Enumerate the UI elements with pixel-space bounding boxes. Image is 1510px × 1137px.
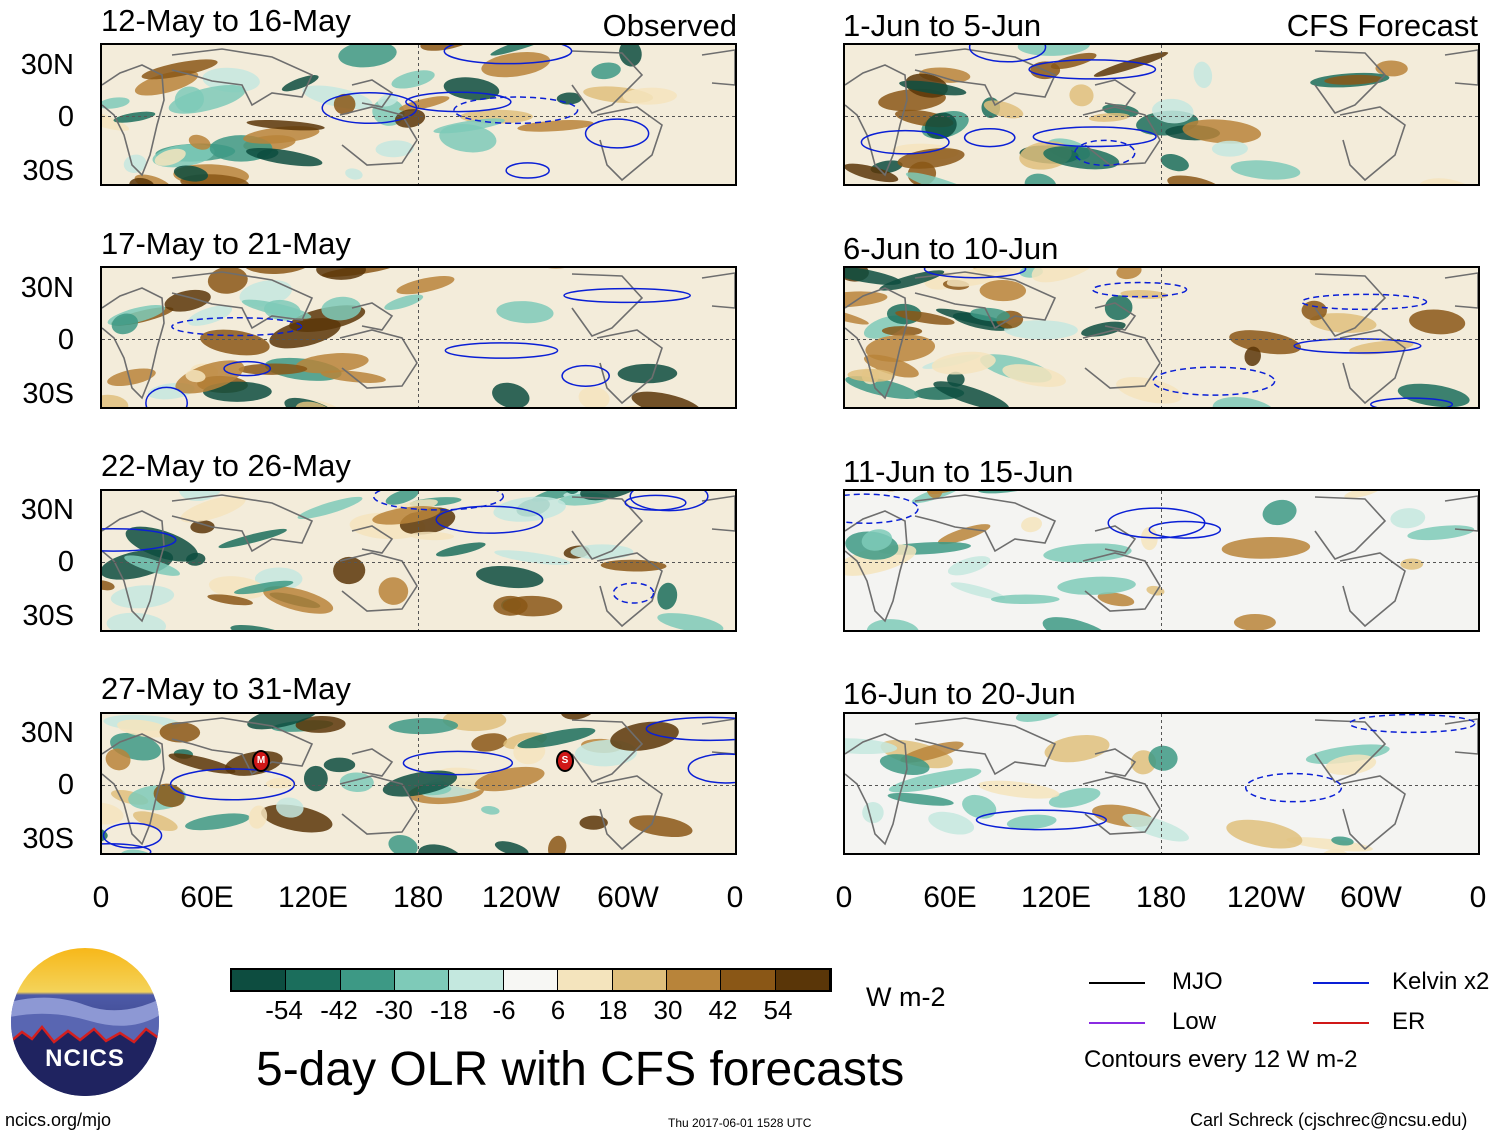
legend-kelvin-label: Kelvin x2	[1392, 968, 1490, 995]
lat-label-30s: 30S	[22, 378, 74, 410]
lat-label-eq: 0	[57, 101, 74, 133]
olr-anomaly-map	[102, 491, 735, 630]
olr-colorbar	[230, 968, 832, 992]
storm-marker-m: M	[252, 750, 270, 772]
panel-title-forecast-2: 6-Jun to 10-Jun	[843, 231, 1059, 266]
colorbar-tick: -18	[430, 995, 468, 1025]
panel-title-observed-1: 12-May to 16-May	[101, 3, 351, 38]
legend-low-line	[1089, 1022, 1145, 1024]
colorbar-swatch	[775, 970, 830, 990]
footer-credit: Carl Schreck (cjschrec@ncsu.edu)	[1190, 1110, 1468, 1130]
lon-label: 60E	[180, 881, 234, 914]
map-forecast-2	[843, 266, 1480, 409]
olr-anomaly-map	[845, 268, 1478, 407]
colorbar-swatch	[449, 970, 504, 990]
panel-title-forecast-1: 1-Jun to 5-Jun	[843, 8, 1042, 43]
panel-title-forecast-4: 16-Jun to 20-Jun	[843, 676, 1076, 711]
panel-title-observed-2: 17-May to 21-May	[101, 226, 351, 261]
legend-mjo-label: MJO	[1172, 968, 1223, 995]
lon-label: 180	[392, 881, 444, 914]
colorbar-tick: 6	[550, 995, 566, 1025]
map-observed-1	[100, 43, 737, 186]
colorbar-swatch	[232, 970, 287, 990]
lon-label: 0	[835, 881, 853, 914]
colorbar-tick: -54	[265, 995, 303, 1025]
olr-anomaly-map	[102, 714, 735, 853]
lon-label: 60E	[923, 881, 977, 914]
colorbar-unit: W m-2	[866, 982, 946, 1012]
olr-anomaly-map	[845, 491, 1478, 630]
panel-title-observed-4: 27-May to 31-May	[101, 671, 351, 706]
lon-label: 0	[92, 881, 110, 914]
colorbar-tick: -30	[375, 995, 413, 1025]
colorbar-swatch	[721, 970, 776, 990]
lat-label-eq: 0	[57, 324, 74, 356]
lon-label: 120E	[277, 881, 349, 914]
lat-label-30n: 30N	[20, 272, 74, 304]
panel-title-forecast-3: 11-Jun to 15-Jun	[843, 454, 1074, 489]
footer-timestamp: Thu 2017-06-01 1528 UTC	[668, 1116, 812, 1130]
lon-label: 120E	[1020, 881, 1092, 914]
colorbar-tick: -6	[492, 995, 516, 1025]
olr-anomaly-map	[845, 714, 1478, 853]
map-observed-3	[100, 489, 737, 632]
ncics-logo: NCICS	[10, 947, 160, 1097]
lat-label-eq: 0	[57, 546, 74, 578]
lon-label: 120W	[1226, 881, 1306, 914]
lon-label: 0	[1469, 881, 1487, 914]
colorbar-swatch	[666, 970, 722, 990]
map-observed-2	[100, 266, 737, 409]
lat-label-30n: 30N	[20, 49, 74, 81]
map-forecast-1	[843, 43, 1480, 186]
lat-label-30s: 30S	[22, 155, 74, 187]
lon-label: 60W	[1340, 881, 1402, 914]
lon-label: 0	[726, 881, 744, 914]
olr-anomaly-map	[845, 45, 1478, 184]
legend-er-label: ER	[1392, 1008, 1426, 1035]
map-observed-4: M S	[100, 712, 737, 855]
colorbar-swatch	[395, 970, 450, 990]
olr-anomaly-map	[102, 45, 735, 184]
legend-low-label: Low	[1172, 1008, 1217, 1035]
legend-contour-note: Contours every 12 W m-2	[1084, 1046, 1358, 1073]
storm-marker-s: S	[556, 750, 574, 772]
colorbar-tick: 42	[708, 995, 738, 1025]
colorbar-tick: 54	[763, 995, 793, 1025]
logo-text: NCICS	[45, 1045, 125, 1072]
lat-label-30s: 30S	[22, 600, 74, 632]
footer-url[interactable]: ncics.org/mjo	[5, 1110, 112, 1130]
colorbar-swatch	[612, 970, 667, 990]
legend-er-line	[1313, 1022, 1369, 1024]
observed-header: Observed	[602, 8, 737, 43]
olr-anomaly-map	[102, 268, 735, 407]
lat-label-eq: 0	[57, 769, 74, 801]
colorbar-tick: 30	[653, 995, 683, 1025]
lat-label-30n: 30N	[20, 494, 74, 526]
colorbar-swatch	[503, 970, 559, 990]
panel-title-observed-3: 22-May to 26-May	[101, 448, 351, 483]
lon-label: 180	[1135, 881, 1187, 914]
lat-label-30s: 30S	[22, 823, 74, 855]
lon-label: 120W	[481, 881, 561, 914]
lon-label: 60W	[597, 881, 659, 914]
colorbar-tick: -42	[320, 995, 358, 1025]
main-title: 5-day OLR with CFS forecasts	[256, 1043, 905, 1096]
colorbar-swatch	[558, 970, 613, 990]
map-forecast-4	[843, 712, 1480, 855]
colorbar-tick: 18	[598, 995, 628, 1025]
map-forecast-3	[843, 489, 1480, 632]
legend-kelvin-line	[1313, 982, 1369, 984]
legend-mjo-line	[1089, 982, 1145, 984]
lat-label-30n: 30N	[20, 717, 74, 749]
forecast-header: CFS Forecast	[1286, 8, 1478, 43]
colorbar-swatch	[340, 970, 396, 990]
colorbar-swatch	[286, 970, 341, 990]
